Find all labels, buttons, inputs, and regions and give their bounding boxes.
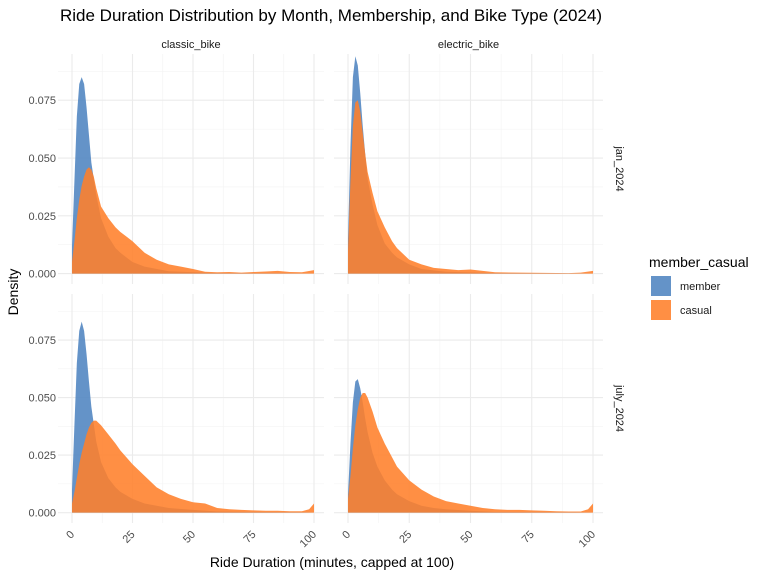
legend-title: member_casual — [649, 254, 749, 270]
legend-key-casual — [651, 300, 671, 320]
x-tick-label: 100 — [298, 529, 319, 550]
x-tick-label: 75 — [241, 529, 258, 546]
density-area-casual — [72, 167, 314, 274]
y-tick-label: 0.050 — [28, 153, 56, 165]
panel-jan_2024-classic_bike: 0.000 0.025 0.050 0.075 — [28, 54, 324, 284]
x-tick-label: 50 — [181, 529, 198, 546]
y-tick-label: 0.025 — [28, 211, 56, 223]
x-axis-title: Ride Duration (minutes, capped at 100) — [210, 554, 454, 570]
facet-label-classic_bike: classic_bike — [161, 39, 220, 51]
x-tick-label: 100 — [577, 529, 598, 550]
y-tick-label: 0.000 — [28, 508, 56, 520]
facet-label-electric_bike: electric_bike — [438, 39, 499, 51]
y-tick-label: 0.075 — [28, 335, 56, 347]
density-area-casual — [348, 100, 593, 274]
x-tick-label: 0 — [64, 529, 77, 542]
panels-layer: classic_bike electric_bike jan_2024 july_20… — [28, 39, 625, 550]
panel-july_2024-electric_bike: 0 25 50 75 100 — [334, 294, 603, 550]
x-tick-label: 75 — [520, 529, 537, 546]
x-tick-label: 25 — [397, 529, 414, 546]
x-tick-label: 0 — [340, 529, 353, 542]
y-tick-label: 0.025 — [28, 450, 56, 462]
panel-jan_2024-electric_bike — [334, 54, 603, 284]
x-tick-label: 25 — [120, 529, 137, 546]
density-area-casual — [72, 420, 314, 513]
x-tick-label: 50 — [458, 529, 475, 546]
y-tick-label: 0.000 — [28, 269, 56, 281]
panel-july_2024-classic_bike: 0.000 0.025 0.050 0.075 0 25 50 75 100 — [28, 294, 324, 550]
legend-label-member: member — [680, 281, 721, 293]
facet-label-jan_2024: jan_2024 — [613, 145, 625, 191]
facet-label-july_2024: july_2024 — [613, 384, 625, 432]
legend-label-casual: casual — [680, 305, 712, 317]
chart-title: Ride Duration Distribution by Month, Mem… — [60, 6, 602, 25]
density-area-casual — [348, 392, 593, 513]
y-axis-title: Density — [5, 269, 21, 316]
y-tick-label: 0.050 — [28, 393, 56, 405]
legend: member_casual member casual — [649, 254, 749, 320]
y-tick-label: 0.075 — [28, 95, 56, 107]
legend-key-member — [651, 276, 671, 296]
